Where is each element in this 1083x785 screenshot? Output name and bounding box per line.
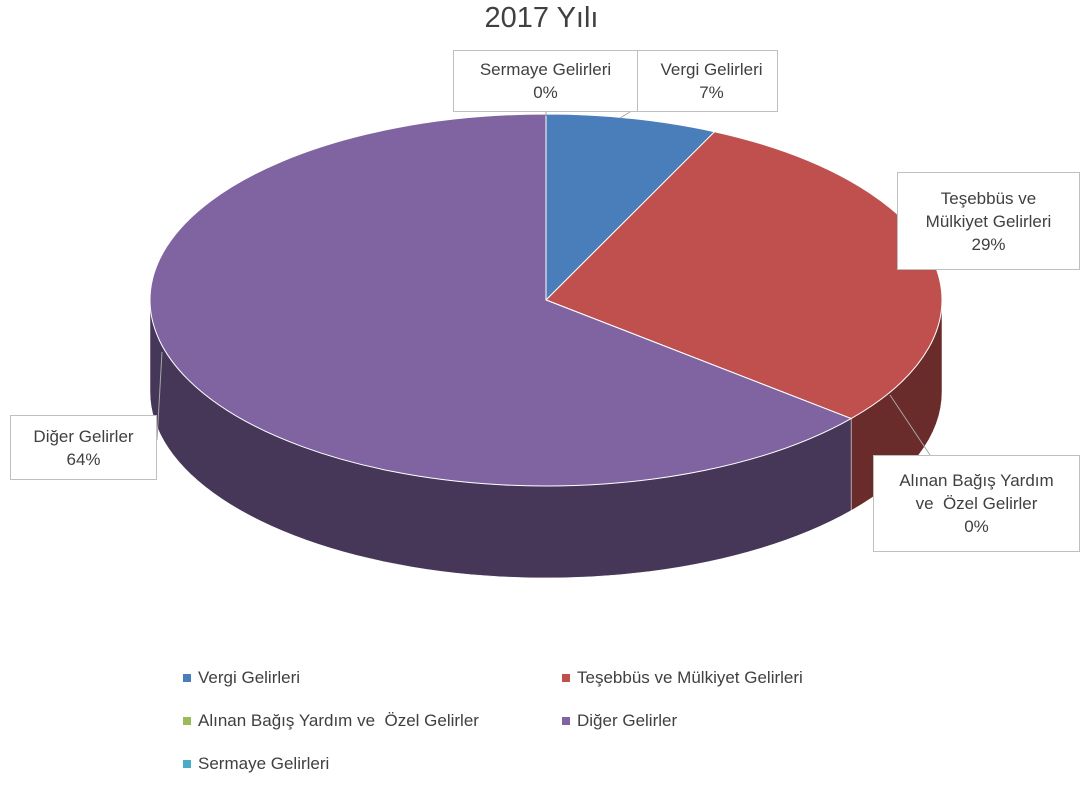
data-label-category: Sermaye Gelirleri: [479, 60, 612, 79]
leader-line: [889, 394, 931, 456]
legend-label: Teşebbüs ve Mülkiyet Gelirleri: [577, 668, 803, 687]
leader-line: [156, 351, 163, 441]
slice: [545, 113, 716, 302]
legend-swatch: [562, 717, 570, 725]
data-label-category: Alınan Bağış Yardım ve Özel Gelirler: [899, 471, 1059, 513]
legend-swatch: [183, 674, 191, 682]
data-label-value: 0%: [533, 83, 558, 102]
leader-line: [619, 111, 631, 119]
legend-label: Sermaye Gelirleri: [198, 754, 330, 773]
legend-swatch: [183, 760, 191, 768]
data-label-value: 0%: [964, 517, 989, 536]
data-label-value: 64%: [66, 449, 101, 469]
slices: [149, 113, 943, 579]
data-label-value: 7%: [699, 83, 724, 102]
legend-swatch: [183, 717, 191, 725]
legend-item: Diğer Gelirler: [562, 709, 902, 733]
legend-item: Sermaye Gelirleri: [183, 752, 562, 776]
legend: Vergi Gelirleri Teşebbüs ve Mülkiyet Geli…: [183, 666, 903, 776]
slice: [149, 113, 853, 487]
legend-label: Vergi Gelirleri: [198, 668, 301, 687]
data-label-category: Vergi Gelirleri: [660, 60, 763, 79]
data-label-category: Diğer Gelirler: [33, 426, 134, 446]
legend-swatch: [562, 674, 570, 682]
data-label: Alınan Bağış Yardım ve Özel Gelirler 0%: [873, 455, 1080, 552]
data-label-value: 29%: [971, 234, 1006, 254]
legend-item: Alınan Bağış Yardım ve Özel Gelirler: [183, 709, 562, 733]
legend-item: Vergi Gelirleri: [183, 666, 562, 690]
legend-label: Alınan Bağış Yardım ve Özel Gelirler: [198, 711, 479, 730]
data-label: Teşebbüs ve Mülkiyet Gelirleri 29%: [897, 172, 1080, 270]
data-label-category: Teşebbüs ve Mülkiyet Gelirleri: [925, 188, 1052, 231]
leader-lines: [156, 111, 931, 456]
data-label: Vergi Gelirleri 7%: [625, 50, 778, 112]
data-label: Diğer Gelirler 64%: [10, 415, 157, 480]
data-label: Sermaye Gelirleri 0%: [453, 50, 638, 112]
legend-item: Teşebbüs ve Mülkiyet Gelirleri: [562, 666, 902, 690]
legend-label: Diğer Gelirler: [577, 711, 678, 730]
chart-title: 2017 Yılı: [484, 2, 599, 34]
